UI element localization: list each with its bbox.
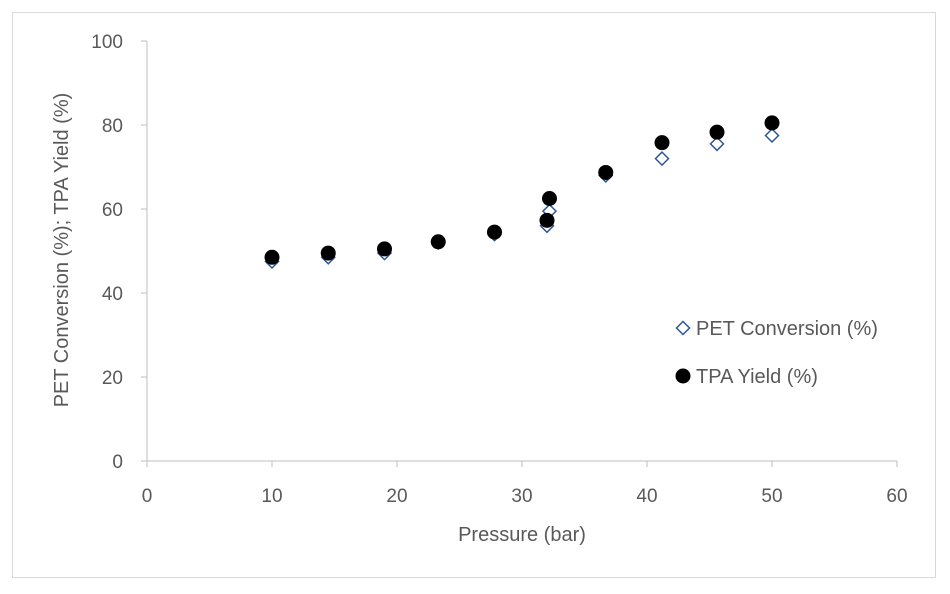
data-point-tpa-yield	[539, 212, 555, 228]
legend-marker-diamond	[675, 320, 691, 336]
y-tick-label: 60	[102, 200, 123, 221]
x-tick-label: 50	[761, 486, 782, 507]
x-tick-label: 10	[261, 486, 282, 507]
x-tick-label: 30	[511, 486, 532, 507]
data-point-tpa-yield	[764, 115, 780, 131]
data-point-pet-conversion	[764, 127, 780, 144]
y-tick-label: 100	[91, 32, 123, 53]
series-layer	[264, 115, 780, 270]
data-point-pet-conversion	[709, 136, 725, 152]
legend-label-pet-conversion: PET Conversion (%)	[696, 318, 878, 340]
x-tick-label: 60	[886, 486, 907, 507]
x-tick-label: 20	[386, 486, 407, 507]
data-point-tpa-yield	[709, 124, 725, 140]
axes	[146, 41, 897, 462]
legend-item-pet-conversion: PET Conversion (%)	[675, 318, 878, 340]
x-tick-label: 0	[142, 486, 153, 507]
y-tick-label: 80	[102, 116, 123, 137]
data-point-tpa-yield	[487, 224, 502, 240]
data-point-tpa-yield	[430, 234, 446, 250]
series-pet-conversion	[264, 127, 780, 270]
legend-item-tpa-yield: TPA Yield (%)	[675, 366, 818, 388]
data-point-tpa-yield	[542, 191, 557, 206]
data-point-tpa-yield	[654, 135, 670, 151]
y-ticks: 0 20 40 60 80 100	[91, 32, 147, 473]
x-axis-title: Pressure (bar)	[458, 524, 586, 546]
legend-label-tpa-yield: TPA Yield (%)	[696, 366, 818, 388]
x-tick-label: 40	[636, 486, 657, 507]
data-point-tpa-yield	[598, 164, 614, 180]
y-tick-label: 40	[102, 284, 123, 305]
series-tpa-yield	[264, 115, 780, 265]
chart-frame	[12, 12, 936, 578]
y-axis-title: PET Conversion (%); TPA Yield (%)	[51, 93, 73, 408]
data-point-tpa-yield	[264, 249, 280, 265]
y-tick-label: 20	[102, 368, 123, 389]
data-point-tpa-yield	[320, 245, 336, 261]
legend: PET Conversion (%) TPA Yield (%)	[675, 318, 878, 388]
legend-marker-circle	[675, 368, 691, 384]
data-point-tpa-yield	[377, 241, 392, 257]
x-ticks: 0 10 20 30 40 50 60	[142, 461, 908, 507]
data-point-pet-conversion	[654, 151, 670, 167]
y-tick-label: 0	[112, 452, 123, 473]
